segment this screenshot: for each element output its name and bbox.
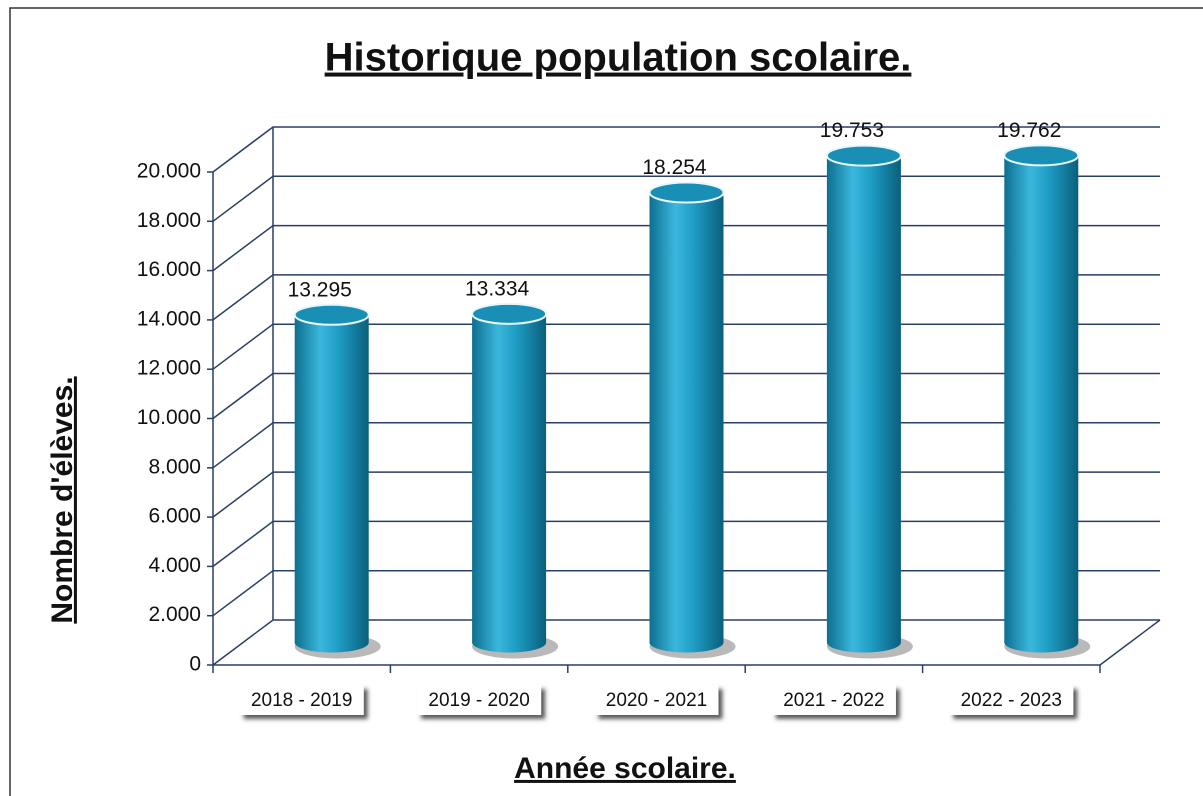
value-label: 13.295 (288, 278, 352, 301)
y-tick-label: 0 (189, 653, 201, 676)
chart-title: Historique population scolaire. (325, 36, 912, 80)
y-tick-label: 6.000 (148, 505, 201, 528)
x-tick-label: 2022 - 2023 (961, 690, 1062, 711)
y-tick-label: 2.000 (148, 603, 201, 626)
x-axis-label: Année scolaire. (514, 752, 736, 785)
value-label: 18.254 (642, 156, 707, 179)
y-axis-label: Nombre d'élèves. (46, 376, 79, 623)
value-label: 13.334 (465, 277, 530, 300)
x-tick-label: 2021 - 2022 (783, 690, 884, 711)
y-tick-label: 4.000 (148, 554, 201, 577)
x-label-box (239, 685, 364, 715)
bar (649, 192, 724, 643)
bar-top (825, 144, 902, 167)
bar (472, 313, 547, 643)
grid-line (212, 126, 1160, 173)
bar (1004, 155, 1079, 643)
y-tick-label: 12.000 (137, 357, 201, 380)
x-label-box (417, 685, 542, 715)
y-tick-label: 20.000 (137, 160, 201, 183)
value-label: 19.753 (820, 119, 884, 142)
x-label-box (949, 685, 1074, 715)
x-tick-label: 2019 - 2020 (428, 690, 529, 711)
bar-top (648, 181, 725, 204)
value-label: 19.762 (997, 119, 1061, 142)
x-label-box (771, 685, 896, 715)
bar (294, 314, 369, 643)
bar-top (1003, 144, 1080, 167)
x-tick-label: 2020 - 2021 (606, 690, 707, 711)
y-tick-label: 14.000 (137, 307, 201, 330)
y-tick-label: 10.000 (137, 406, 201, 429)
bar (826, 155, 901, 643)
bar-top (293, 303, 370, 326)
x-tick-label: 2018 - 2019 (251, 690, 352, 711)
frame (9, 7, 1203, 796)
y-tick-label: 16.000 (137, 258, 201, 281)
y-tick-label: 8.000 (148, 455, 201, 478)
y-tick-label: 18.000 (137, 209, 201, 232)
x-label-box (594, 685, 719, 715)
bar-top (471, 302, 548, 325)
